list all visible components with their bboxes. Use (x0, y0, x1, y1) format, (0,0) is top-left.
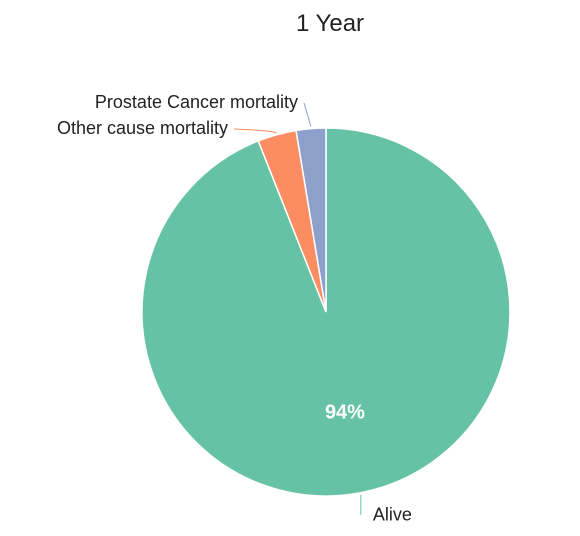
pie-slice-prostate-cancer-mortality (295, 127, 327, 313)
slice-label-alive: Alive (373, 505, 412, 525)
pie-slices (141, 127, 511, 497)
slice-labels: 94% Alive Other cause mortality Prostate Ca… (57, 92, 412, 525)
slice-label-prostate-cancer-mortality: Prostate Cancer mortality (95, 92, 298, 112)
slice-label-other-cause-mortality: Other cause mortality (57, 118, 228, 138)
slice-value-label-alive: 94% (325, 401, 365, 423)
leader-line-prostate-cancer-mortality (303, 102, 312, 127)
leader-lines (233, 102, 362, 515)
chart-title: 1 Year (296, 10, 364, 37)
leader-line-other-cause-mortality (233, 128, 277, 134)
